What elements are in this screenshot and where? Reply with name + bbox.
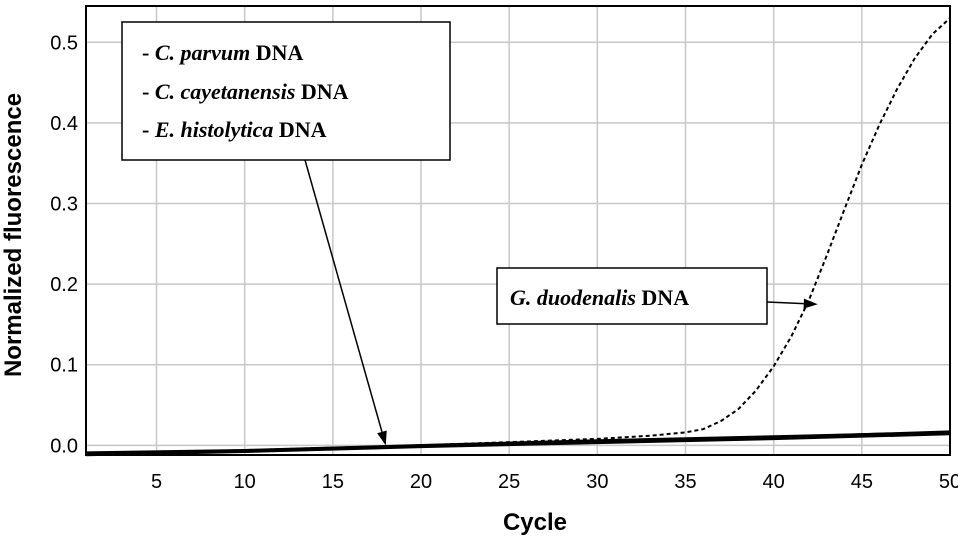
annotation-arrow [766, 301, 804, 305]
annotation-label: G. duodenalis DNA [510, 285, 689, 310]
y-tick-label: 0.0 [50, 435, 78, 457]
x-tick-label: 45 [851, 471, 873, 493]
x-tick-labels: 5 10 15 20 25 30 35 40 45 50 [151, 471, 958, 493]
y-tick-label: 0.1 [50, 355, 78, 377]
legend-box: - C. parvum DNA - C. cayetanensis DNA - … [121, 21, 451, 161]
y-tick-label: 0.2 [50, 274, 78, 296]
legend-box-frame [121, 21, 451, 161]
x-axis-title: Cycle [503, 509, 567, 536]
x-tick-label: 5 [151, 471, 162, 493]
series-layer [85, 17, 951, 457]
y-tick-labels: 0.0 0.1 0.2 0.3 0.4 0.5 [50, 32, 78, 457]
x-tick-label: 25 [498, 471, 520, 493]
legend-entry-3: - E. histolytica DNA [142, 117, 327, 142]
plot-frame [85, 5, 951, 456]
annotation-arrowhead [803, 298, 818, 309]
x-tick-label: 15 [322, 471, 344, 493]
x-tick-label: 35 [674, 471, 696, 493]
x-tick-label: 20 [410, 471, 432, 493]
annotation-box-frame [496, 267, 768, 325]
x-tick-label: 40 [763, 471, 785, 493]
legend-entry-2: - C. cayetanensis DNA [142, 79, 349, 104]
x-tick-label: 30 [586, 471, 608, 493]
legend-arrow [304, 159, 383, 433]
series-line-3 [85, 431, 951, 454]
y-tick-label: 0.4 [50, 113, 78, 135]
legend-arrowhead [377, 430, 387, 446]
legend-entry-1: - C. parvum DNA [142, 40, 303, 65]
annotation-box: G. duodenalis DNA [496, 267, 768, 325]
y-tick-label: 0.5 [50, 32, 78, 54]
series-line-4 [85, 432, 951, 457]
y-tick-label: 0.3 [50, 193, 78, 215]
x-tick-label: 50 [939, 471, 958, 493]
x-tick-label: 10 [234, 471, 256, 493]
y-axis-title: Normalized fluorescence [0, 93, 27, 377]
